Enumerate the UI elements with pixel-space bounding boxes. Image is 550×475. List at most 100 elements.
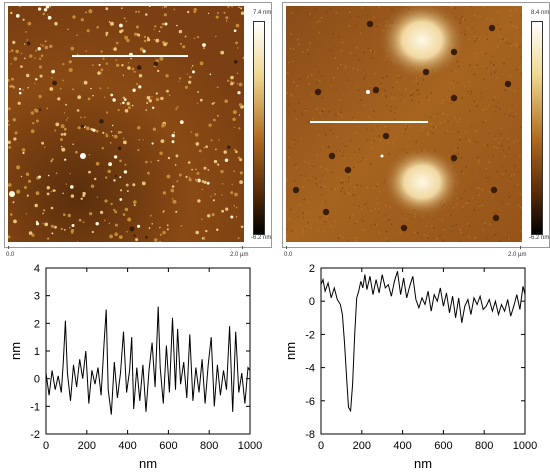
afm-particle <box>123 17 126 20</box>
afm-particle <box>116 63 120 67</box>
afm-noise <box>493 64 495 66</box>
afm-pit <box>133 234 136 237</box>
afm-noise <box>485 176 487 179</box>
afm-particle <box>35 78 38 81</box>
afm-noise <box>461 15 463 18</box>
afm-particle <box>230 191 234 195</box>
afm-noise <box>290 12 293 14</box>
afm-particle <box>8 119 10 123</box>
afm-noise <box>496 44 499 46</box>
afm-noise <box>475 130 478 132</box>
afm-noise <box>381 94 384 96</box>
afm-particle <box>107 87 109 89</box>
afm-noise <box>510 175 512 177</box>
afm-particle <box>9 84 13 88</box>
afm-particle <box>16 165 21 170</box>
afm-noise <box>479 203 481 205</box>
afm-noise <box>494 137 497 140</box>
afm-noise <box>516 44 518 47</box>
afm-noise <box>353 54 355 57</box>
afm-particle <box>147 38 151 42</box>
afm-noise <box>499 240 502 242</box>
afm-noise <box>406 145 409 148</box>
afm-noise <box>353 203 355 206</box>
afm-particle <box>185 175 188 178</box>
afm-noise <box>442 113 444 115</box>
afm-particle <box>106 111 109 114</box>
afm-noise <box>409 94 412 97</box>
afm-particle <box>201 237 204 240</box>
afm-noise <box>464 131 467 134</box>
afm-noise <box>457 65 460 68</box>
afm-particle <box>237 91 241 95</box>
afm-particle <box>145 109 147 111</box>
afm-noise <box>468 81 471 83</box>
afm-noise <box>519 45 521 48</box>
afm-particle <box>237 47 239 49</box>
afm-noise <box>375 124 377 126</box>
afm-particle <box>115 41 119 45</box>
afm-noise <box>415 79 418 82</box>
afm-particle <box>88 170 91 174</box>
afm-noise <box>486 68 488 70</box>
x-tick-label: 0 <box>43 440 49 452</box>
colorbar-min-label: -6.2 nm <box>529 235 550 241</box>
afm-noise <box>489 223 492 226</box>
afm-particle <box>163 6 167 8</box>
afm-noise <box>521 142 522 144</box>
afm-noise <box>401 213 403 215</box>
afm-noise <box>496 170 498 173</box>
afm-noise <box>482 228 485 231</box>
afm-noise <box>487 69 490 72</box>
afm-particle <box>172 199 177 204</box>
afm-noise <box>332 151 335 154</box>
afm-particle <box>35 49 37 52</box>
afm-noise <box>304 160 306 163</box>
afm-noise <box>499 133 501 136</box>
afm-particle <box>170 188 175 193</box>
afm-particle <box>187 161 191 164</box>
afm-noise <box>314 9 316 12</box>
afm-noise <box>353 151 356 154</box>
afm-noise <box>462 209 464 212</box>
afm-noise <box>358 59 361 61</box>
afm-particle <box>64 158 67 161</box>
afm-noise <box>288 61 290 64</box>
afm-noise <box>459 118 461 120</box>
afm-particle <box>190 67 193 69</box>
scale-end-label: 2.0 µm <box>508 252 527 258</box>
afm-noise <box>349 11 351 14</box>
afm-noise <box>312 165 315 167</box>
afm-particle <box>47 14 49 16</box>
afm-particle <box>223 11 226 14</box>
afm-noise <box>492 55 494 57</box>
afm-particle <box>152 106 155 110</box>
afm-particle <box>97 71 101 75</box>
afm-particle <box>14 131 18 135</box>
afm-particle <box>233 126 235 128</box>
afm-particle <box>151 223 153 225</box>
afm-particle <box>122 96 125 99</box>
afm-particle <box>67 213 71 218</box>
afm-noise <box>374 138 377 140</box>
afm-noise <box>354 237 357 239</box>
afm-noise <box>340 50 343 52</box>
afm-particle <box>223 150 227 154</box>
afm-noise <box>355 240 358 242</box>
afm-noise <box>294 143 296 146</box>
afm-particle <box>88 154 91 156</box>
afm-particle <box>160 139 165 144</box>
afm-noise <box>519 142 521 145</box>
afm-particle <box>113 208 116 212</box>
afm-noise <box>467 200 470 202</box>
plot-frame <box>320 267 526 435</box>
afm-noise <box>417 232 419 234</box>
afm-particle <box>47 174 50 177</box>
afm-particle <box>137 10 140 13</box>
afm-noise <box>507 238 510 240</box>
afm-particle <box>196 36 200 39</box>
afm-noise <box>394 112 396 115</box>
afm-particle <box>225 16 229 20</box>
afm-noise <box>480 92 482 94</box>
afm-pit <box>400 224 408 232</box>
